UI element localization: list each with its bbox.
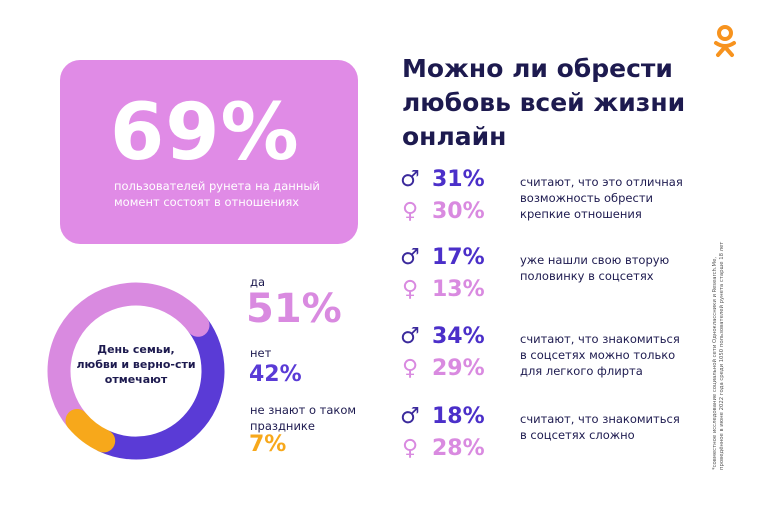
- female-percent: 28%: [432, 436, 485, 461]
- legend-label-unknown: не знают о таком празднике: [250, 403, 357, 433]
- legend-value-yes: 51%: [246, 286, 342, 332]
- row-description: считают, что знакомиться в соцсетях слож…: [520, 412, 680, 442]
- donut-chart: [47, 282, 225, 460]
- title-line: онлайн: [402, 122, 507, 151]
- legend-value-unknown: 7%: [249, 432, 287, 457]
- legend-label-yes: да: [250, 275, 265, 289]
- male-percent: 31%: [432, 167, 485, 192]
- stat-description: пользователей рунета на данный момент со…: [114, 179, 320, 209]
- male-percent: 17%: [432, 245, 485, 270]
- stat-card: 69% пользователей рунета на данный момен…: [60, 60, 358, 244]
- odnoklassniki-logo: [714, 25, 736, 57]
- row-description: считают, что знакомиться в соцсетях можн…: [520, 332, 680, 378]
- female-symbol-icon: ♀: [401, 199, 419, 224]
- page-title: Можно ли обрести любовь всей жизни онлай…: [402, 52, 702, 154]
- female-symbol-icon: ♀: [401, 436, 419, 461]
- title-line: Можно ли обрести: [402, 54, 673, 83]
- female-symbol-icon: ♀: [401, 356, 419, 381]
- title-line: любовь всей жизни: [402, 88, 686, 117]
- legend-value-no: 42%: [249, 362, 302, 387]
- female-percent: 13%: [432, 277, 485, 302]
- donut-slice-51%: [47, 282, 210, 432]
- male-symbol-icon: ♂: [400, 245, 420, 270]
- stat-value: 69%: [110, 88, 300, 178]
- donut-center-label: День семьи, любви и верно-сти отмечают: [76, 343, 196, 386]
- male-percent: 34%: [432, 324, 485, 349]
- row-description: считают, что это отличная возможность об…: [520, 175, 683, 221]
- row-description: уже нашли свою вторую половинку в соцсет…: [520, 253, 670, 283]
- legend-label-no: нет: [250, 346, 272, 360]
- female-percent: 29%: [432, 356, 485, 381]
- footnote: *совместное исследование социальной сети…: [712, 241, 725, 470]
- female-symbol-icon: ♀: [401, 277, 419, 302]
- male-symbol-icon: ♂: [400, 167, 420, 192]
- male-symbol-icon: ♂: [400, 404, 420, 429]
- female-percent: 30%: [432, 199, 485, 224]
- donut-slice-42%: [92, 313, 225, 460]
- donut-slice-7%: [65, 408, 116, 453]
- male-symbol-icon: ♂: [400, 324, 420, 349]
- male-percent: 18%: [432, 404, 485, 429]
